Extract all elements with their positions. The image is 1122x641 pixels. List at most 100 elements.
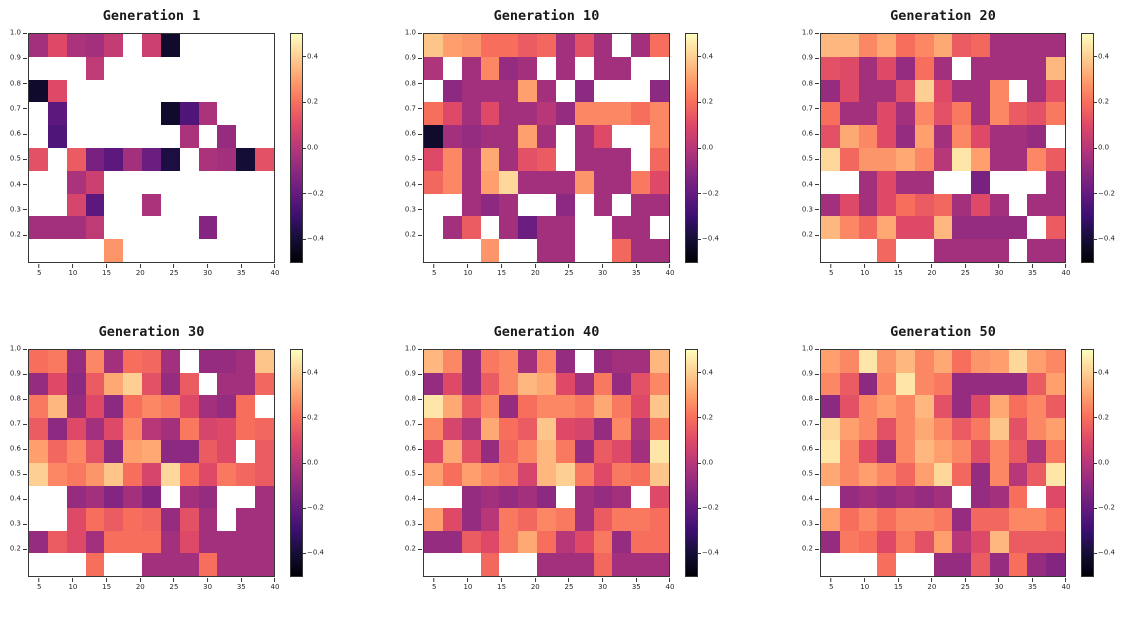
heatmap-cell	[66, 553, 86, 576]
heatmap-cell	[574, 395, 594, 418]
heatmap-cell	[839, 463, 859, 486]
colorbar: 0.4 0.2 0.0 −0.2 −0.4	[685, 349, 719, 577]
heatmap-cell	[896, 56, 915, 80]
x-tick-label: 5	[828, 583, 834, 591]
heatmap-cell	[123, 530, 143, 554]
heatmap-cell	[821, 463, 840, 486]
heatmap-cell	[236, 553, 256, 576]
x-tick-label: 15	[497, 269, 507, 277]
heatmap-cell	[142, 463, 161, 486]
heatmap-cell	[650, 463, 669, 486]
heatmap-cell	[47, 216, 67, 240]
heatmap-cell	[66, 170, 86, 194]
heatmap-cell	[1046, 508, 1065, 531]
heatmap-cell	[29, 102, 48, 126]
subplot-title: Generation 10	[493, 8, 600, 24]
heatmap-cell	[480, 125, 500, 148]
heatmap-cell	[1046, 147, 1065, 171]
heatmap-cell	[47, 508, 67, 531]
heatmap-cell	[179, 530, 199, 554]
heatmap-cell	[47, 553, 67, 576]
heatmap-cell	[1027, 485, 1047, 509]
heatmap-cell	[1008, 463, 1028, 486]
heatmap-cell	[424, 193, 443, 217]
heatmap-cell	[896, 193, 915, 217]
heatmap-cell	[933, 239, 953, 262]
heatmap-cell	[537, 125, 556, 148]
heatmap-cell	[574, 170, 594, 194]
heatmap-cell	[518, 34, 538, 57]
heatmap-cell	[631, 147, 651, 171]
heatmap-cell	[612, 463, 632, 486]
heatmap-cell	[1027, 395, 1047, 418]
heatmap-cell	[179, 147, 199, 171]
heatmap-cell	[518, 216, 538, 240]
heatmap-cell	[179, 372, 199, 396]
colorbar-tick-label: 0.0	[307, 143, 319, 152]
heatmap-cell	[160, 34, 180, 57]
subplot-generation-40: Generation 40 0.4 0.2 0.0 −0.2 −0.4 1.0 0.9 0.…	[405, 324, 719, 591]
y-tick-label: 0.7	[801, 104, 813, 113]
heatmap-cell	[933, 530, 953, 554]
heatmap-cell	[933, 463, 953, 486]
heatmap-grid	[424, 350, 669, 576]
y-tick-label: 0.7	[404, 419, 416, 428]
x-tick-label: 20	[927, 583, 937, 591]
heatmap-cell	[442, 463, 462, 486]
heatmap-cell	[821, 553, 840, 576]
heatmap-cell	[1008, 350, 1028, 373]
heatmap-cell	[47, 239, 67, 262]
heatmap-cell	[424, 125, 443, 148]
heatmap-cell	[480, 56, 500, 80]
x-tick-label: 20	[135, 583, 145, 591]
heatmap-cell	[537, 102, 556, 126]
heatmap-cell	[631, 417, 651, 441]
heatmap-cell	[989, 530, 1009, 554]
heatmap-cell	[877, 372, 897, 396]
heatmap-cell	[593, 508, 613, 531]
colorbar-tick-label: −0.2	[702, 189, 719, 198]
heatmap-cell	[896, 170, 915, 194]
heatmap-cell	[424, 553, 443, 576]
heatmap-cell	[877, 170, 897, 194]
heatmap-cell	[217, 56, 237, 80]
colorbar: 0.4 0.2 0.0 −0.2 −0.4	[290, 349, 324, 577]
heatmap-cell	[839, 239, 859, 262]
heatmap-cell	[236, 485, 256, 509]
heatmap-cell	[66, 56, 86, 80]
heatmap-cell	[1008, 170, 1028, 194]
x-tick-label: 35	[236, 269, 246, 277]
heatmap-cell	[104, 553, 124, 576]
heatmap-cell	[877, 147, 897, 171]
heatmap-cell	[66, 417, 86, 441]
heatmap-cell	[198, 440, 218, 463]
heatmap-cell	[650, 485, 669, 509]
heatmap-cell	[593, 125, 613, 148]
colorbar-tick-label: 0.4	[307, 52, 319, 61]
heatmap-cell	[821, 79, 840, 103]
y-tick-label: 0.3	[404, 519, 416, 528]
heatmap-cell	[123, 395, 143, 418]
heatmap-cell	[821, 34, 840, 57]
heatmap-cell	[537, 395, 556, 418]
heatmap-cell	[555, 350, 575, 373]
heatmap-cell	[123, 34, 143, 57]
heatmap-cell	[85, 125, 105, 148]
heatmap-cell	[877, 485, 897, 509]
heatmap-cell	[989, 440, 1009, 463]
heatmap-cell	[971, 216, 990, 240]
heatmap-cell	[877, 530, 897, 554]
heatmap-cell	[933, 485, 953, 509]
heatmap-cell	[896, 395, 915, 418]
heatmap-cell	[574, 463, 594, 486]
heatmap-cell	[537, 530, 556, 554]
heatmap-cell	[461, 485, 481, 509]
y-tick-label: 1.0	[9, 28, 21, 37]
heatmap-cell	[537, 553, 556, 576]
heatmap-cell	[1027, 553, 1047, 576]
heatmap-cell	[29, 79, 48, 103]
colorbar-tick-label: −0.4	[1098, 548, 1115, 557]
heatmap-cell	[1046, 350, 1065, 373]
heatmap-cell	[142, 170, 161, 194]
